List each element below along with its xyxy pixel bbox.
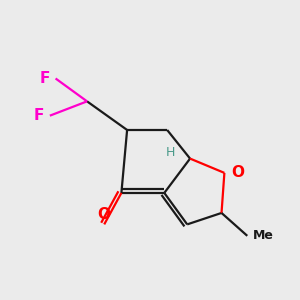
Text: O: O	[232, 165, 244, 180]
Text: H: H	[165, 146, 175, 159]
Text: Me: Me	[253, 229, 274, 242]
Text: O: O	[98, 206, 111, 221]
Text: F: F	[40, 71, 50, 86]
Text: F: F	[34, 108, 44, 123]
